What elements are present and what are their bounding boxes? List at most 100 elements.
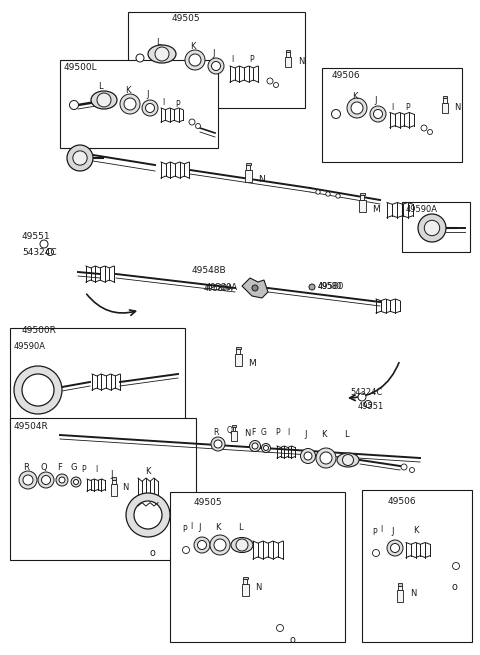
Text: 49506: 49506 (388, 497, 417, 506)
Circle shape (23, 475, 33, 485)
Circle shape (351, 102, 363, 114)
Bar (244, 170, 252, 182)
Text: 49548B: 49548B (192, 266, 227, 275)
Text: L: L (98, 82, 102, 91)
Text: I: I (162, 98, 164, 107)
Circle shape (347, 98, 367, 118)
Text: J: J (147, 90, 149, 99)
Text: I: I (287, 428, 289, 437)
Circle shape (126, 493, 170, 537)
Bar (398, 586, 402, 590)
Circle shape (73, 151, 87, 165)
Circle shape (182, 546, 190, 553)
Bar (322, 68, 462, 162)
Text: N: N (454, 102, 460, 111)
Bar (242, 576, 248, 579)
Bar (235, 354, 241, 366)
Circle shape (370, 106, 386, 122)
Text: J: J (199, 523, 201, 532)
Bar (359, 200, 365, 212)
Circle shape (326, 192, 330, 196)
Text: K: K (413, 526, 419, 535)
Ellipse shape (148, 45, 176, 63)
Text: I: I (380, 525, 382, 534)
Bar (442, 103, 448, 113)
Circle shape (332, 109, 340, 119)
Bar (112, 479, 116, 484)
Circle shape (210, 535, 230, 555)
Circle shape (185, 50, 205, 70)
Bar (60, 60, 218, 148)
Text: J: J (213, 49, 215, 58)
Text: G: G (261, 428, 267, 437)
Text: K: K (321, 430, 327, 439)
Circle shape (304, 452, 312, 460)
Text: L: L (344, 430, 348, 439)
Text: 49506: 49506 (332, 71, 360, 80)
Text: G: G (71, 463, 77, 472)
Text: 49551: 49551 (358, 402, 384, 411)
Text: o: o (451, 582, 457, 592)
Circle shape (316, 190, 320, 194)
Circle shape (197, 540, 206, 550)
Bar (402, 202, 470, 252)
Text: 49500L: 49500L (64, 63, 97, 72)
Bar (243, 579, 247, 584)
Text: N: N (244, 430, 251, 438)
Circle shape (372, 550, 380, 557)
Circle shape (19, 471, 37, 489)
Bar (286, 50, 290, 52)
Circle shape (40, 240, 48, 248)
Circle shape (358, 393, 366, 401)
Circle shape (250, 441, 261, 451)
Circle shape (300, 449, 315, 464)
Circle shape (71, 477, 81, 487)
Bar (232, 426, 236, 431)
Circle shape (214, 440, 222, 448)
Circle shape (189, 119, 195, 125)
Text: I: I (190, 522, 192, 531)
Circle shape (336, 194, 340, 198)
Circle shape (453, 563, 459, 569)
Circle shape (97, 93, 111, 107)
Text: I: I (231, 55, 233, 64)
Text: 49505: 49505 (172, 14, 201, 23)
Text: J: J (392, 527, 394, 536)
Text: N: N (258, 176, 265, 185)
Bar (360, 195, 364, 200)
Circle shape (252, 443, 258, 449)
Circle shape (343, 455, 353, 466)
Text: I: I (391, 103, 393, 112)
Circle shape (124, 98, 136, 110)
Text: K: K (145, 467, 151, 476)
Text: 49590A: 49590A (406, 205, 438, 214)
Text: P: P (176, 100, 180, 109)
Bar (128, 12, 305, 108)
Circle shape (387, 540, 403, 556)
Circle shape (136, 54, 144, 62)
Circle shape (276, 624, 284, 631)
Bar (111, 484, 117, 496)
Bar (246, 165, 250, 170)
Text: o: o (149, 548, 155, 558)
Bar (362, 490, 472, 642)
Circle shape (424, 220, 440, 236)
Text: K: K (190, 42, 196, 51)
Circle shape (120, 94, 140, 114)
Text: N: N (410, 590, 416, 599)
Text: P: P (182, 525, 187, 534)
Circle shape (41, 476, 50, 485)
Circle shape (14, 366, 62, 414)
Circle shape (428, 130, 432, 134)
Bar (236, 346, 240, 349)
Text: R: R (213, 428, 219, 437)
Text: 49551: 49551 (22, 232, 50, 241)
Circle shape (67, 145, 93, 171)
Bar (245, 162, 251, 165)
Circle shape (309, 284, 315, 290)
Text: I: I (95, 465, 97, 474)
Text: o: o (289, 635, 295, 645)
Text: K: K (352, 92, 358, 101)
Circle shape (391, 544, 399, 553)
Circle shape (236, 539, 248, 551)
